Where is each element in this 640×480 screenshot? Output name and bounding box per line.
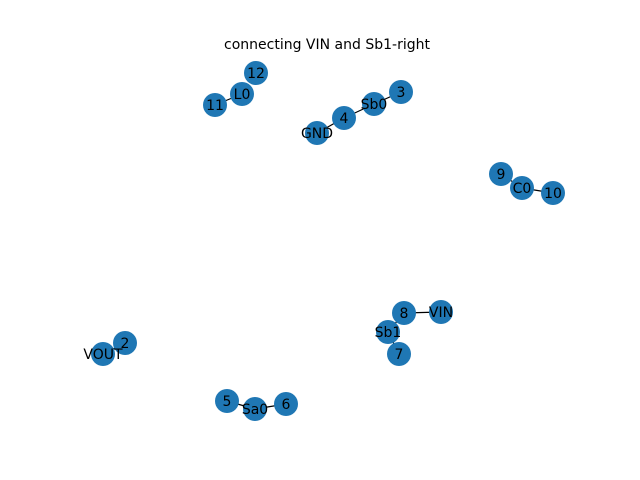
node-5 [215,389,239,413]
node-2 [113,331,137,355]
node-C0 [510,176,534,200]
node-label-6: 6 [282,397,291,413]
node-Sa0 [243,397,267,421]
node-label-Sa0: Sa0 [242,402,268,418]
node-label-3: 3 [397,85,406,101]
node-GND [305,121,329,145]
node-label-Sb1: Sb1 [375,325,402,341]
node-7 [387,342,411,366]
graph-title: connecting VIN and Sb1-right [224,37,430,53]
node-label-7: 7 [395,347,404,363]
node-layer [91,61,565,421]
node-4 [332,106,356,130]
node-label-11: 11 [206,98,224,114]
node-Sb1 [376,320,400,344]
node-label-Sb0: Sb0 [361,97,388,113]
node-label-VIN: VIN [429,305,453,321]
node-label-2: 2 [121,336,130,352]
node-label-VOUT: VOUT [83,347,123,363]
node-L0 [230,82,254,106]
node-label-9: 9 [497,167,506,183]
node-VIN [429,300,453,324]
node-VOUT [91,342,115,366]
node-11 [203,93,227,117]
node-6 [274,392,298,416]
node-label-5: 5 [223,394,232,410]
node-label-10: 10 [544,186,562,202]
node-3 [389,80,413,104]
node-8 [392,301,416,325]
node-label-12: 12 [247,66,265,82]
node-10 [541,181,565,205]
node-12 [244,61,268,85]
node-9 [489,162,513,186]
node-label-4: 4 [340,111,349,127]
node-label-GND: GND [301,126,333,142]
node-label-L0: L0 [234,87,251,103]
node-Sb0 [362,92,386,116]
node-label-C0: C0 [513,181,532,197]
node-label-8: 8 [400,306,409,322]
